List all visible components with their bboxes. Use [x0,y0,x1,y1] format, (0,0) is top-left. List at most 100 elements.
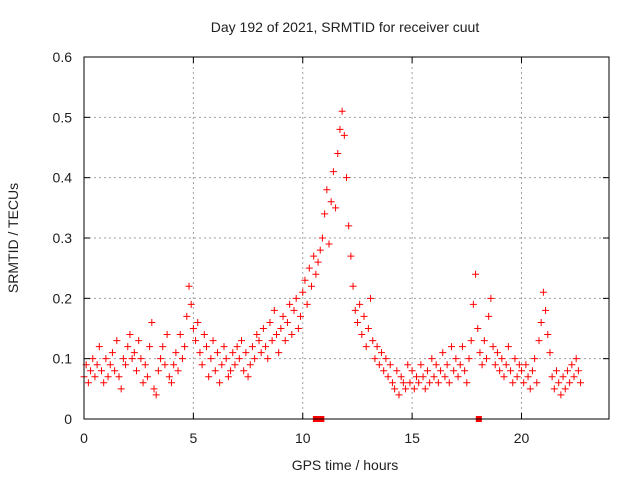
y-tick-label: 0 [64,411,72,427]
data-point [115,373,123,381]
data-point [84,379,92,387]
data-point [128,355,136,363]
data-point [493,349,501,357]
data-point [406,379,414,387]
data-point [340,131,348,139]
data-point [362,343,370,351]
data-point [371,355,379,363]
data-point [262,343,270,351]
data-point [502,361,510,369]
data-point [561,385,569,393]
data-point [240,367,248,375]
data-point [259,325,267,332]
data-point [89,355,97,363]
x-tick-label: 15 [404,430,420,446]
data-point [432,361,440,369]
data-point [373,343,381,351]
data-point [491,361,499,369]
data-point [227,367,235,375]
y-tick-label: 0.4 [53,170,73,186]
data-point [391,385,399,393]
data-point [133,367,140,375]
data-point [154,367,162,375]
data-point [367,294,375,302]
data-point [375,361,383,369]
data-point [476,349,484,357]
data-point [87,367,95,375]
data-point [329,168,337,176]
data-point [397,373,405,381]
data-point [113,337,121,345]
data-point [343,174,350,182]
data-point [207,355,215,363]
data-point [360,312,368,320]
data-point [91,373,99,381]
data-point [555,379,563,387]
data-point [415,379,423,387]
x-tick-label: 20 [514,430,530,446]
data-point [332,204,340,212]
data-point [511,355,519,363]
data-point [273,331,280,339]
data-point [229,349,237,357]
data-point [318,234,326,242]
data-point [235,355,243,363]
data-point [218,361,226,369]
data-point [537,318,545,326]
data-point [106,361,114,369]
data-point [203,343,210,351]
data-point [336,125,344,133]
data-point [439,349,447,357]
data-point [222,355,230,363]
data-point [292,294,300,302]
data-point [353,318,361,326]
data-point [544,331,552,339]
data-point [181,343,189,351]
data-point [456,361,464,369]
data-point [428,355,436,363]
data-point [176,331,184,339]
y-tick-label: 0.5 [53,109,73,125]
data-point [111,367,119,375]
data-point [458,343,466,351]
chart-title: Day 192 of 2021, SRMTID for receiver cuu… [211,19,480,35]
data-point [489,343,497,351]
data-point [268,337,276,345]
data-point [467,337,475,345]
data-point [524,373,532,381]
data-point [417,361,425,369]
data-point [124,343,132,351]
data-point [270,306,278,314]
data-point [242,349,250,357]
data-point [290,306,298,314]
data-point [189,325,197,332]
data-point [504,343,512,351]
data-point [386,361,394,369]
data-point [308,282,315,290]
data-point [395,391,403,399]
data-point [216,379,224,387]
data-point [413,373,420,381]
data-point [574,367,582,375]
data-point [450,367,458,375]
data-point [454,373,462,381]
data-point [139,379,147,387]
data-point [566,379,574,387]
x-axis-label: GPS time / hours [292,457,399,473]
data-point [152,391,160,399]
y-tick-label: 0.2 [53,290,73,306]
data-point [126,331,134,339]
data-point [323,186,331,194]
data-point [161,361,169,369]
data-point [183,312,191,320]
data-point [209,337,217,345]
data-point [314,258,322,266]
data-point [119,355,127,363]
data-point [168,379,175,387]
data-point [146,343,154,351]
data-points [80,107,585,422]
data-point [441,373,449,381]
data-point [548,373,556,381]
data-point [192,337,200,345]
